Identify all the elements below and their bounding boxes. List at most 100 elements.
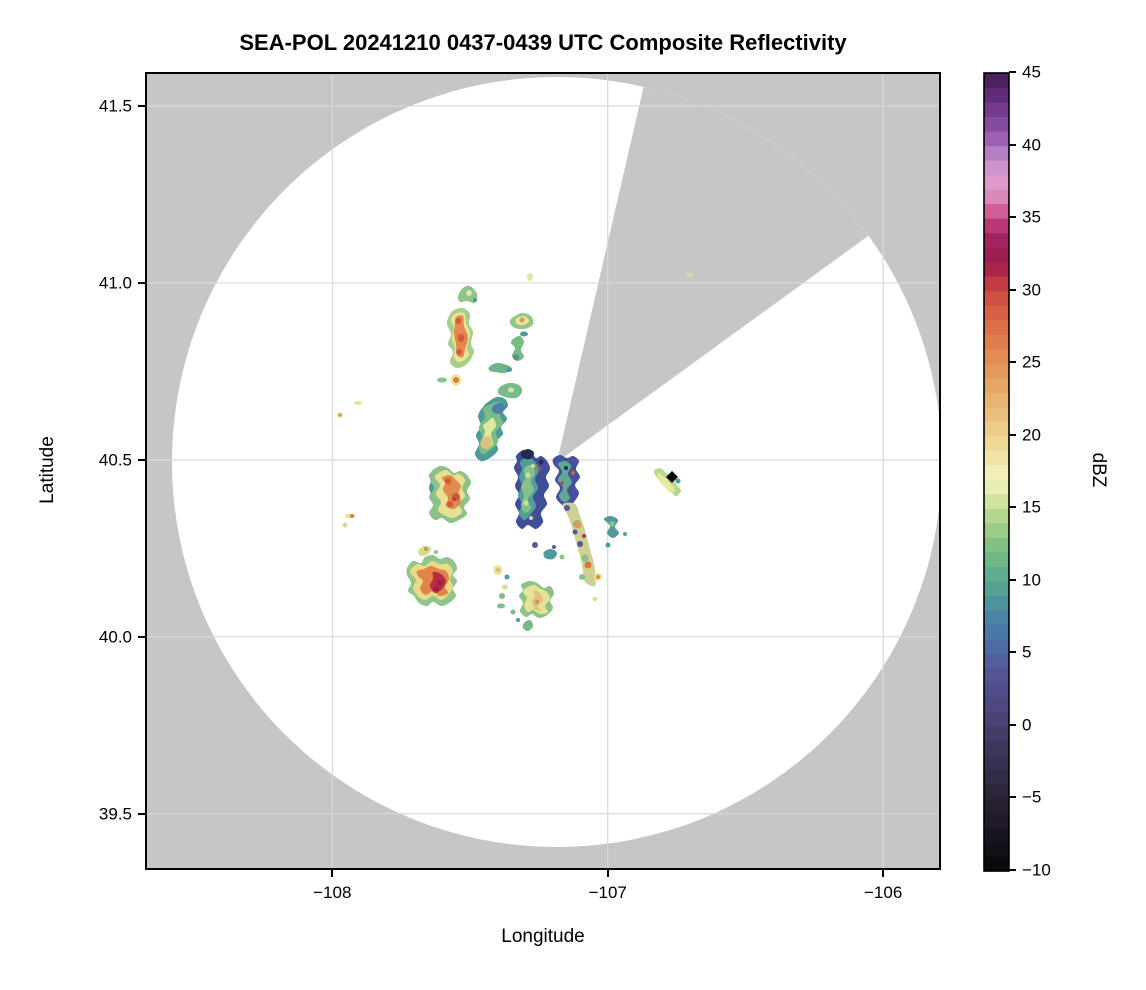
x-axis-label: Longitude: [501, 926, 585, 947]
colorbar-block: [984, 73, 1009, 89]
chart-title: SEA-POL 20241210 0437-0439 UTC Composite…: [239, 30, 847, 55]
echo-speck: [338, 413, 342, 417]
y-tickmark: [138, 281, 145, 284]
colorbar-tickmark: [1009, 216, 1016, 219]
echo-speck: [466, 290, 472, 296]
echo-speck: [592, 597, 598, 601]
y-tick-label: 41.5: [98, 96, 132, 116]
colorbar-tick-label: 25: [1022, 352, 1041, 372]
echo-speck: [582, 534, 586, 538]
echo-speck: [504, 574, 510, 580]
echo-speck: [520, 331, 528, 337]
echo-cell-cell-l: [497, 382, 523, 399]
echo-speck: [437, 580, 443, 586]
echo-speck: [457, 334, 465, 342]
echo-cell-dot-h: [450, 374, 462, 386]
colorbar-tickmark: [1009, 796, 1016, 799]
colorbar-block: [984, 783, 1009, 800]
colorbar-block: [984, 711, 1009, 727]
colorbar-tick-label: 35: [1022, 207, 1041, 227]
echo-layer: [520, 449, 535, 460]
colorbar-tickmark: [1009, 869, 1016, 871]
echo-cell-comma-east-teal: [603, 515, 627, 548]
echo-speck: [445, 478, 451, 484]
echo-layer: [491, 402, 506, 415]
x-tick-label: −107: [588, 883, 627, 902]
colorbar-block: [984, 754, 1009, 771]
colorbar-tick-label: 45: [1022, 62, 1041, 82]
echo-speck: [506, 368, 512, 372]
echo-speck: [571, 471, 575, 475]
colorbar-border: [983, 72, 1010, 872]
echo-speck: [456, 349, 462, 355]
colorbar-block: [984, 102, 1009, 118]
colorbar-tickmark: [1009, 651, 1016, 654]
echo-layer: [603, 515, 620, 538]
x-tickmark: [606, 870, 609, 877]
echo-cell-speck-ne-wedge-edge: [686, 273, 694, 277]
colorbar-block: [984, 827, 1009, 843]
colorbar-block: [984, 160, 1009, 176]
colorbar-block: [984, 856, 1009, 872]
gridlines: [145, 72, 941, 870]
echo-speck: [605, 542, 611, 548]
colorbar-block: [984, 812, 1009, 829]
colorbar-block: [984, 725, 1009, 742]
echo-cell-streak-se: [562, 502, 596, 587]
echo-cell-dots-k-west: [337, 401, 362, 418]
echo-speck: [354, 401, 362, 405]
echo-cell-cell-m-mid-green: [474, 396, 509, 462]
colorbar-block: [984, 116, 1009, 132]
colorbar-block: [984, 203, 1009, 219]
colorbar-block: [984, 363, 1009, 379]
colorbar-block: [984, 305, 1009, 321]
echo-cell-dot-se-orange: [592, 573, 602, 601]
y-tickmark: [138, 812, 145, 815]
colorbar-block: [984, 174, 1009, 190]
colorbar-tickmark: [1009, 361, 1016, 364]
echo-layer: [557, 460, 573, 503]
colorbar-block: [984, 841, 1009, 858]
colorbar-block: [984, 276, 1009, 292]
echo-speck: [559, 554, 565, 560]
colorbar-block: [984, 131, 1009, 147]
y-tickmark: [138, 104, 145, 107]
echo-speck: [532, 542, 538, 548]
echo-speck: [623, 532, 627, 536]
echo-speck: [596, 575, 600, 579]
echo-speck: [527, 273, 533, 281]
colorbar-tickmark: [1009, 723, 1016, 726]
colorbar-block: [984, 232, 1009, 248]
colorbar-block: [984, 406, 1009, 422]
echo-speck: [424, 547, 428, 551]
echo-speck: [473, 298, 477, 302]
plot-border: [145, 72, 941, 870]
echo-speck: [584, 568, 590, 574]
colorbar-block: [984, 479, 1009, 495]
echo-cell-cell-c-north-orange: [446, 307, 475, 369]
echo-speck: [513, 354, 519, 360]
echo-layer: [657, 472, 676, 494]
echo-speck: [452, 497, 456, 501]
colorbar-block: [984, 609, 1009, 625]
colorbar-block: [984, 682, 1009, 698]
echo-speck: [531, 464, 535, 468]
echo-cell-cell-d: [509, 312, 534, 330]
radar-plot-area: [145, 72, 941, 870]
y-tick-label: 39.5: [98, 804, 132, 824]
colorbar-block: [984, 508, 1009, 524]
colorbar-block: [984, 653, 1009, 669]
echo-speck: [447, 501, 453, 507]
echo-speck: [350, 514, 354, 518]
colorbar: [983, 72, 1010, 872]
colorbar-block: [984, 769, 1009, 785]
colorbar-tick-label: 30: [1022, 280, 1041, 300]
x-tick-label: −108: [313, 883, 352, 902]
echo-speck: [584, 561, 592, 569]
echo-speck: [574, 521, 582, 529]
echo-cell-speck-north: [527, 273, 533, 281]
echo-speck: [516, 618, 520, 622]
colorbar-tick-label: 15: [1022, 497, 1041, 517]
echo-cell-cell-f-comma: [510, 335, 525, 362]
